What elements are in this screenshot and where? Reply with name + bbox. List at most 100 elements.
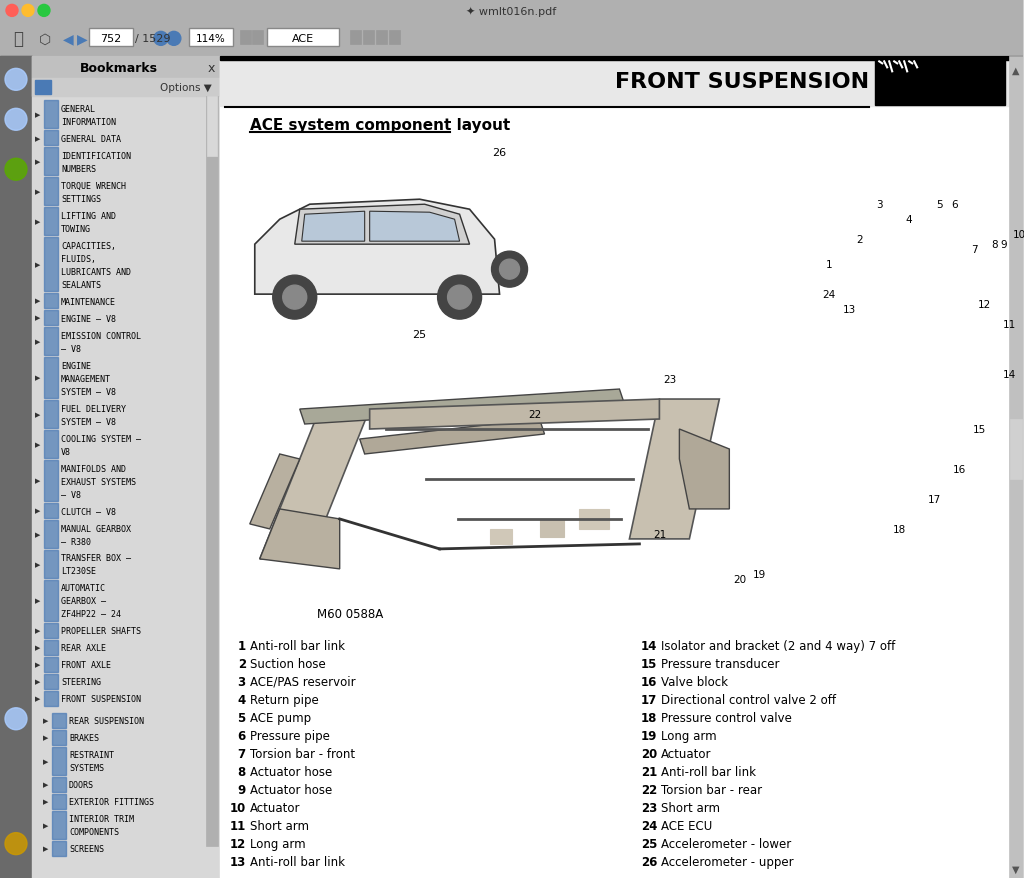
- Text: ▶: ▶: [43, 781, 48, 788]
- Circle shape: [437, 276, 481, 320]
- Bar: [0, 57, 32, 878]
- Text: Valve block: Valve block: [662, 675, 728, 688]
- Text: SEALANTS: SEALANTS: [61, 280, 101, 290]
- Text: 10: 10: [1013, 230, 1024, 240]
- Text: Accelerometer - upper: Accelerometer - upper: [662, 854, 794, 867]
- Bar: [389, 32, 399, 46]
- Text: ▶: ▶: [43, 758, 48, 764]
- Text: – V8: – V8: [61, 344, 81, 353]
- Text: EXTERIOR FITTINGS: EXTERIOR FITTINGS: [69, 797, 154, 806]
- Text: SETTINGS: SETTINGS: [61, 195, 101, 204]
- Text: 9: 9: [238, 783, 246, 795]
- Circle shape: [154, 32, 168, 47]
- Circle shape: [283, 286, 307, 310]
- Text: 13: 13: [229, 854, 246, 867]
- Polygon shape: [300, 390, 625, 425]
- Text: SYSTEM – V8: SYSTEM – V8: [61, 417, 116, 426]
- Text: ACE system component layout: ACE system component layout: [250, 118, 510, 133]
- Text: ZF4HP22 – 24: ZF4HP22 – 24: [61, 609, 121, 619]
- Text: NUMBERS: NUMBERS: [61, 165, 96, 174]
- Text: 18: 18: [641, 711, 657, 724]
- Text: ▶: ▶: [35, 375, 40, 381]
- Circle shape: [5, 109, 27, 131]
- Text: 15: 15: [973, 425, 986, 435]
- Bar: [44, 691, 58, 706]
- FancyBboxPatch shape: [89, 29, 133, 47]
- Text: ◀: ◀: [62, 32, 74, 47]
- Text: 22: 22: [641, 783, 657, 795]
- Text: ▶: ▶: [35, 628, 40, 634]
- Bar: [0, 0, 1023, 22]
- Bar: [44, 640, 58, 655]
- Bar: [52, 794, 66, 809]
- Bar: [44, 327, 58, 356]
- Circle shape: [6, 5, 18, 18]
- Polygon shape: [260, 509, 340, 569]
- Text: FRONT SUSPENSION: FRONT SUSPENSION: [615, 72, 869, 92]
- Bar: [35, 82, 51, 95]
- Text: Bookmarks: Bookmarks: [80, 61, 158, 75]
- Text: 11: 11: [229, 818, 246, 831]
- Text: 14: 14: [641, 639, 657, 652]
- Text: ▲: ▲: [1013, 65, 1020, 76]
- Circle shape: [272, 276, 316, 320]
- Text: ▶: ▶: [35, 531, 40, 537]
- Text: MANIFOLDS AND: MANIFOLDS AND: [61, 464, 126, 473]
- Text: Long arm: Long arm: [250, 837, 305, 850]
- Text: 20: 20: [733, 574, 745, 584]
- Polygon shape: [679, 429, 729, 509]
- Text: AUTOMATIC: AUTOMATIC: [61, 584, 105, 593]
- Text: FRONT AXLE: FRONT AXLE: [61, 660, 111, 670]
- Bar: [44, 657, 58, 672]
- Text: – V8: – V8: [61, 490, 81, 499]
- Bar: [44, 311, 58, 326]
- Text: ▶: ▶: [35, 189, 40, 195]
- FancyBboxPatch shape: [267, 29, 339, 47]
- Bar: [376, 32, 387, 46]
- Text: 26: 26: [493, 148, 507, 158]
- Text: Suction hose: Suction hose: [250, 657, 326, 670]
- Polygon shape: [255, 200, 500, 295]
- Text: EXHAUST SYSTEMS: EXHAUST SYSTEMS: [61, 477, 136, 486]
- Text: 114%: 114%: [196, 34, 225, 44]
- Bar: [52, 713, 66, 728]
- Text: GENERAL: GENERAL: [61, 104, 96, 114]
- Text: 10: 10: [229, 801, 246, 814]
- Bar: [44, 148, 58, 176]
- Text: ▶: ▶: [35, 159, 40, 165]
- Bar: [362, 32, 374, 46]
- Text: ACE: ACE: [292, 34, 313, 44]
- Text: 4: 4: [238, 693, 246, 706]
- Text: ⎙: ⎙: [13, 31, 23, 48]
- Polygon shape: [250, 455, 300, 529]
- Text: EMISSION CONTROL: EMISSION CONTROL: [61, 331, 141, 341]
- Text: Isolator and bracket (2 and 4 way) 7 off: Isolator and bracket (2 and 4 way) 7 off: [662, 639, 896, 652]
- Text: ▶: ▶: [35, 339, 40, 345]
- Text: BRAKES: BRAKES: [69, 733, 99, 743]
- FancyBboxPatch shape: [188, 29, 232, 47]
- Text: ▶: ▶: [35, 507, 40, 514]
- Text: Actuator hose: Actuator hose: [250, 783, 332, 795]
- Text: IDENTIFICATION: IDENTIFICATION: [61, 152, 131, 161]
- Text: GEARBOX –: GEARBOX –: [61, 597, 105, 606]
- Text: 3: 3: [876, 200, 883, 210]
- Text: 22: 22: [528, 409, 541, 420]
- Text: ▶: ▶: [35, 219, 40, 225]
- Text: 9: 9: [1000, 240, 1008, 250]
- Text: Long arm: Long arm: [662, 729, 717, 742]
- Text: M60 0588A: M60 0588A: [316, 608, 383, 621]
- Text: SCREENS: SCREENS: [69, 845, 104, 853]
- Text: ▶: ▶: [35, 112, 40, 119]
- Text: Short arm: Short arm: [662, 801, 721, 814]
- Text: MANAGEMENT: MANAGEMENT: [61, 374, 111, 383]
- Text: 14: 14: [1002, 370, 1016, 379]
- Bar: [44, 430, 58, 458]
- Text: ▶: ▶: [43, 846, 48, 851]
- Text: 12: 12: [978, 299, 991, 310]
- Text: 23: 23: [641, 801, 657, 814]
- Bar: [540, 519, 564, 537]
- Text: 752: 752: [100, 34, 122, 44]
- Text: ▶: ▶: [35, 679, 40, 685]
- Polygon shape: [260, 409, 370, 559]
- Text: 12: 12: [229, 837, 246, 850]
